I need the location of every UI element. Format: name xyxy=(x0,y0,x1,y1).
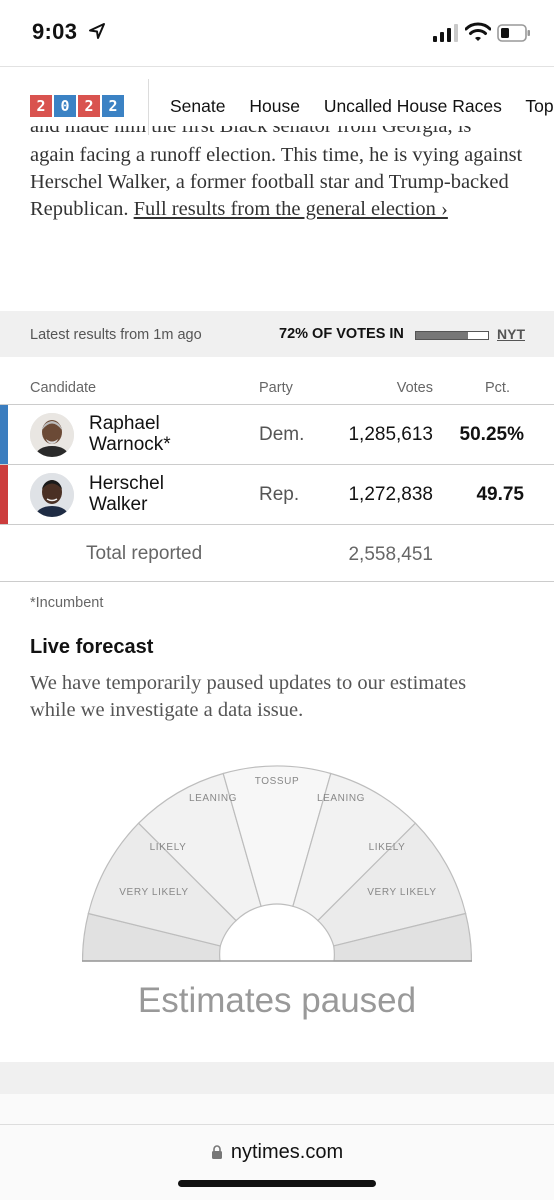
estimates-paused-label: Estimates paused xyxy=(137,981,417,1020)
candidate-name: Herschel Walker xyxy=(89,473,164,515)
candidate-first-name: Herschel xyxy=(89,473,164,494)
status-time: 9:03 xyxy=(32,19,78,44)
party-color-bar xyxy=(0,405,8,464)
candidate-first-name: Raphael xyxy=(89,413,160,434)
party-color-bar xyxy=(0,465,8,524)
full-results-link[interactable]: Full results from the general election › xyxy=(133,198,448,220)
location-arrow-icon xyxy=(89,23,105,39)
home-indicator[interactable] xyxy=(178,1180,376,1187)
votes-in-label: 72% OF VOTES IN xyxy=(279,326,404,342)
gauge-label-likely-left: LIKELY xyxy=(150,842,187,853)
results-status-bar: Latest results from 1m ago 72% OF VOTES … xyxy=(0,311,554,357)
browser-bottom-bar: nytimes.com xyxy=(0,1094,554,1200)
nav-link-uncalled-house-races[interactable]: Uncalled House Races xyxy=(323,96,502,116)
gauge-label-leaning-left: LEANING xyxy=(189,793,237,804)
gauge-label-very-likely-left: VERY LIKELY xyxy=(119,887,188,898)
incumbent-note: *Incumbent xyxy=(30,595,104,611)
gauge-label-tossup: TOSSUP xyxy=(255,776,300,787)
nav-divider xyxy=(148,79,149,135)
nav-link-top[interactable]: Top xyxy=(525,96,554,116)
election-2022-logo[interactable]: 2 0 2 2 xyxy=(30,95,124,117)
progress-fill xyxy=(416,332,468,339)
cellular-signal-icon xyxy=(433,24,458,42)
gauge-label-very-likely-right: VERY LIKELY xyxy=(367,887,436,898)
candidate-votes: 1,285,613 xyxy=(348,424,433,445)
candidate-pct: 49.75 xyxy=(476,484,524,505)
url-text: nytimes.com xyxy=(230,1141,344,1163)
nav-links: Senate House Uncalled House Races Top xyxy=(170,96,554,117)
votes-in-progress-bar xyxy=(415,331,489,340)
wifi-icon xyxy=(465,22,491,41)
candidate-pct: 50.25% xyxy=(459,424,524,445)
header-pct: Pct. xyxy=(485,380,510,396)
latest-results-time: Latest results from 1m ago xyxy=(30,327,202,343)
candidate-votes: 1,272,838 xyxy=(348,484,433,505)
candidate-avatar xyxy=(30,413,74,457)
logo-digit: 0 xyxy=(54,95,76,117)
candidate-name: Raphael Warnock* xyxy=(89,413,171,455)
total-reported-row: Total reported 2,558,451 xyxy=(0,524,554,582)
gauge-label-leaning-right: LEANING xyxy=(317,793,365,804)
header-party: Party xyxy=(259,380,293,396)
lock-icon xyxy=(211,1145,222,1159)
header-votes: Votes xyxy=(396,380,433,396)
candidate-party: Rep. xyxy=(259,484,300,505)
candidate-row-warnock: Raphael Warnock* Dem. 1,285,613 50.25% xyxy=(0,404,554,464)
intro-paragraph: and made him the first Black senator fro… xyxy=(30,126,530,223)
logo-digit: 2 xyxy=(30,95,52,117)
source-link[interactable]: NYT xyxy=(497,326,525,342)
nav-link-senate[interactable]: Senate xyxy=(170,96,226,116)
intro-text: again facing a runoff election. This tim… xyxy=(30,144,523,220)
main-content: and made him the first Black senator fro… xyxy=(0,126,554,1062)
candidate-last-name: Warnock* xyxy=(89,434,171,455)
bottom-separator xyxy=(0,1124,554,1125)
logo-digit: 2 xyxy=(102,95,124,117)
page-gap xyxy=(0,1062,554,1094)
intro-cut-line: and made him the first Black senator fro… xyxy=(30,126,472,137)
candidate-avatar xyxy=(30,473,74,517)
gauge-label-likely-right: LIKELY xyxy=(369,842,406,853)
battery-icon xyxy=(497,24,530,42)
nav-link-house[interactable]: House xyxy=(249,96,300,116)
total-reported-votes: 2,558,451 xyxy=(348,544,433,565)
candidate-last-name: Walker xyxy=(89,494,148,515)
total-reported-label: Total reported xyxy=(86,543,203,564)
section-nav: 2 0 2 2 Senate House Uncalled House Race… xyxy=(0,66,554,140)
candidate-party: Dem. xyxy=(259,424,305,445)
candidate-row-walker: Herschel Walker Rep. 1,272,838 49.75 xyxy=(0,464,554,524)
logo-digit: 2 xyxy=(78,95,100,117)
forecast-gauge: TOSSUP LEANING LEANING LIKELY LIKELY VER… xyxy=(82,765,472,962)
forecast-title: Live forecast xyxy=(30,636,154,658)
header-candidate: Candidate xyxy=(30,380,97,396)
address-bar[interactable]: nytimes.com xyxy=(0,1141,554,1164)
status-bar: 9:03 xyxy=(0,0,554,66)
forecast-note: We have temporarily paused updates to ou… xyxy=(30,672,467,721)
